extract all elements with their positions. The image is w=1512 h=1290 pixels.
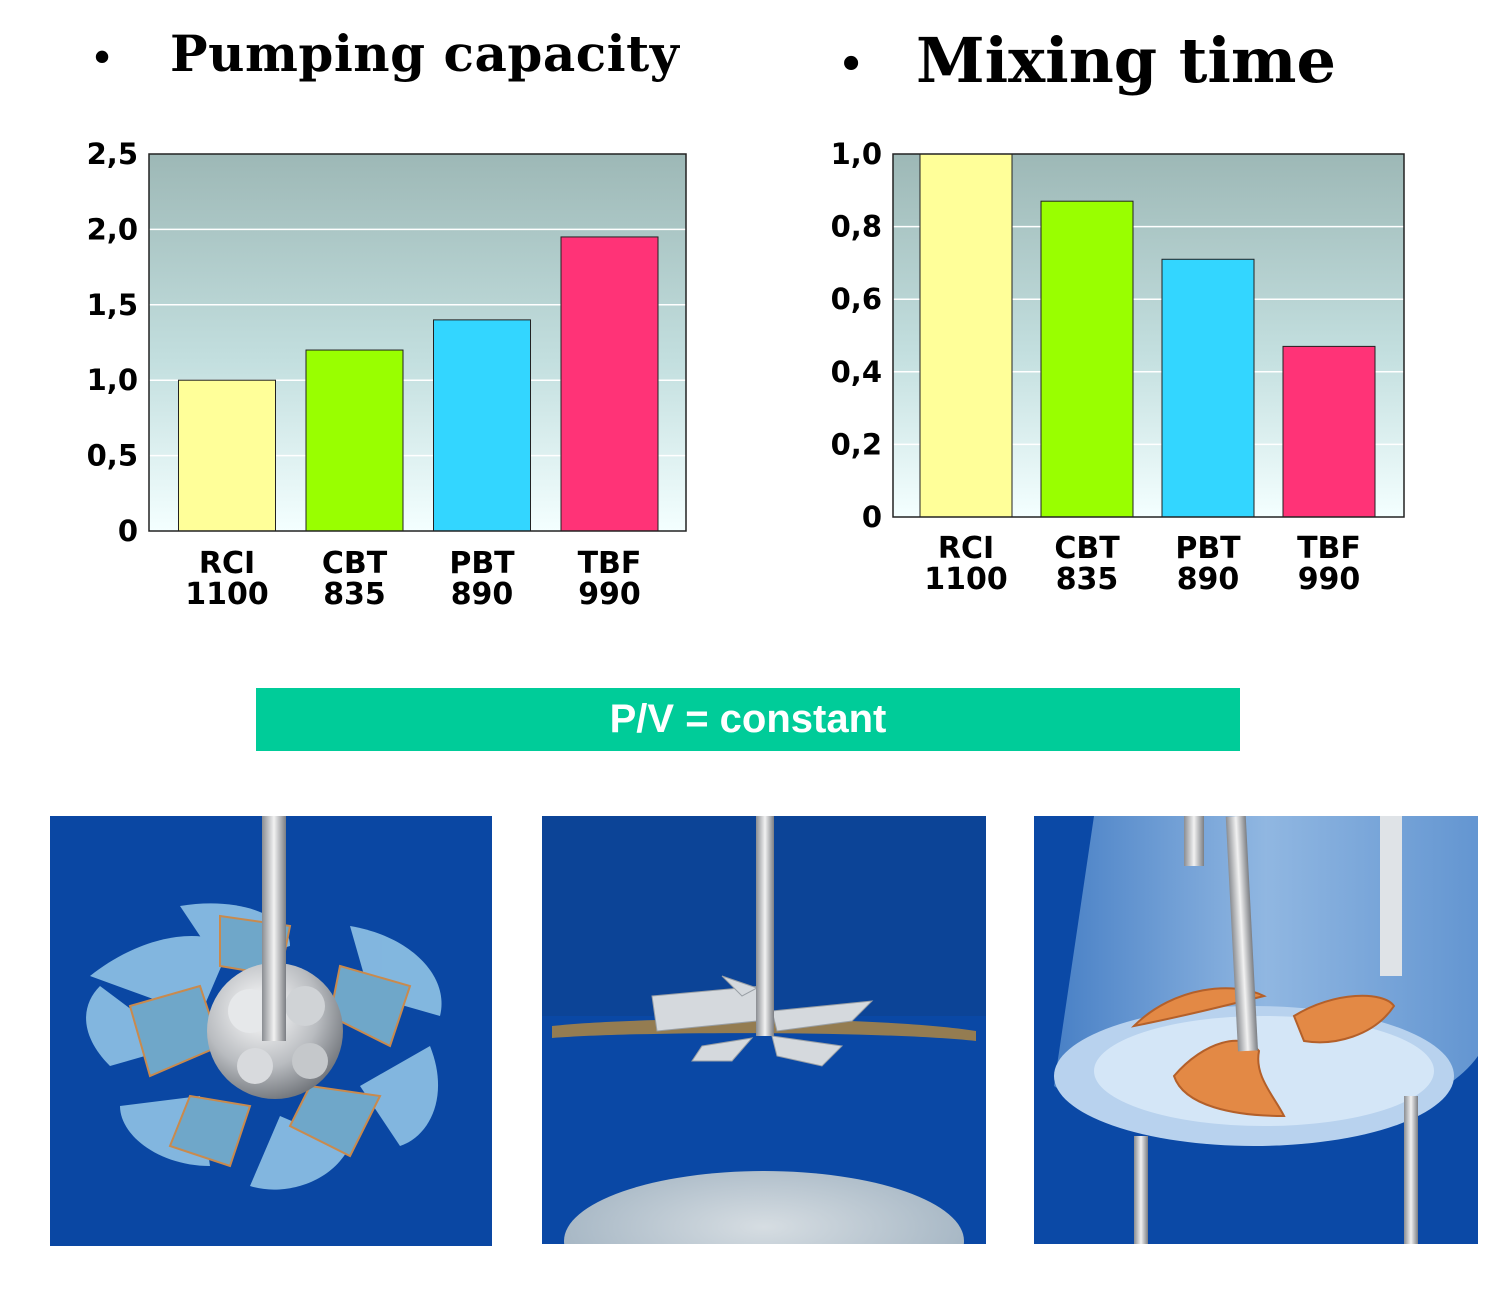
category-label-number: 835 [323,577,386,612]
bar-pbt [1161,258,1255,518]
pumping-capacity-heading: Pumping capacity [170,24,680,83]
bullet-left: • [94,31,111,82]
y-tick-label: 1,0 [87,363,138,397]
bar-rci [919,153,1013,518]
y-tick-label: 0,4 [831,355,882,389]
y-tick-label: 0,2 [831,427,882,461]
category-label-number: 835 [1056,562,1119,597]
category-label-name: CBT [1054,531,1120,566]
plot-frame [148,153,687,532]
y-tick-label: 2,0 [87,212,138,246]
plot-frame [892,153,1405,518]
category-label-name: TBF [1297,531,1361,566]
y-tick-label: 0,6 [831,282,882,316]
category-label-name: RCI [199,546,255,581]
y-tick-label: 0 [862,500,882,534]
category-label-number: 890 [1177,562,1240,597]
y-tick-label: 1,5 [87,288,138,322]
cbt-impeller-image [542,816,986,1244]
category-label-name: RCI [938,531,994,566]
rci-impeller-image [50,816,492,1246]
bar-cbt [305,349,404,532]
tbf-impeller-image [1034,816,1478,1244]
bar-tbf [560,236,659,532]
category-label-name: PBT [1175,531,1241,566]
category-label-number: 990 [578,577,641,612]
category-label-number: 1100 [924,562,1008,597]
category-label-number: 890 [451,577,514,612]
y-tick-label: 2,5 [87,137,138,171]
y-tick-label: 0 [118,514,138,548]
bar-tbf [1282,345,1376,518]
bullet-right: • [842,35,861,92]
category-label-name: TBF [578,546,642,581]
y-tick-label: 1,0 [831,137,882,171]
category-label-name: PBT [449,546,515,581]
charts-area: 00,51,01,52,02,5RCI1100CBT835PBT890TBF99… [87,137,1405,612]
bar-cbt [1040,200,1134,518]
category-label-number: 990 [1298,562,1361,597]
mixing-time-heading: Mixing time [916,24,1336,97]
bar-rci [178,379,276,532]
category-label-name: CBT [322,546,388,581]
y-tick-label: 0,5 [87,439,138,473]
pv-constant-banner: P/V = constant [256,688,1240,751]
y-tick-label: 0,8 [831,210,882,244]
bar-pbt [433,319,531,532]
category-label-number: 1100 [185,577,269,612]
